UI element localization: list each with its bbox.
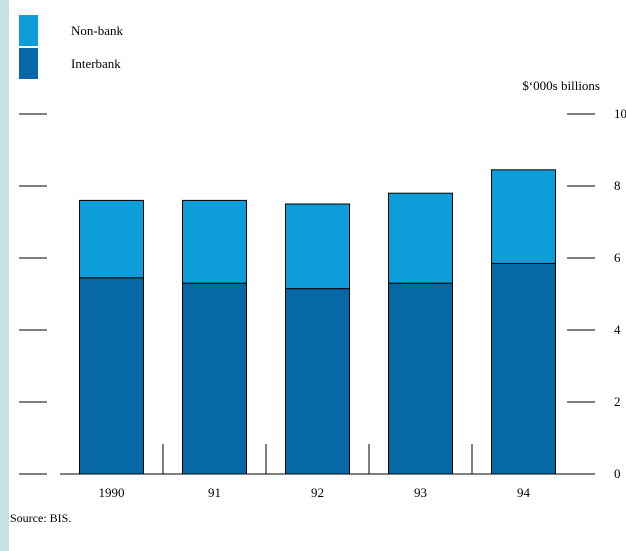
bar-interbank-92 <box>285 288 350 475</box>
category-separators <box>60 444 567 475</box>
bar-interbank-94 <box>491 262 556 475</box>
x-tick-label: 92 <box>311 485 324 500</box>
legend-swatch-interbank <box>19 48 38 79</box>
x-tick-label: 93 <box>414 485 427 500</box>
legend: Non-bank Interbank <box>19 15 123 79</box>
y-tick-label: 2 <box>614 394 621 409</box>
right-axis: 0 2 4 6 8 10 <box>567 106 626 481</box>
y-tick-label: 6 <box>614 250 621 265</box>
y-tick-label: 10 <box>614 106 626 121</box>
legend-swatch-non-bank <box>19 15 38 46</box>
bar-non-bank-1990 <box>79 199 144 279</box>
bar-interbank-91 <box>182 282 247 475</box>
x-tick-label: 91 <box>208 485 221 500</box>
bar-interbank-1990 <box>79 277 144 475</box>
legend-label-non-bank: Non-bank <box>71 23 123 38</box>
left-axis-ticks <box>19 113 47 475</box>
bar-non-bank-93 <box>388 192 453 284</box>
bars <box>79 169 556 475</box>
left-border-stripe <box>0 0 9 551</box>
bar-non-bank-94 <box>491 169 556 264</box>
unit-label: $‘000s billions <box>522 78 600 93</box>
bar-non-bank-92 <box>285 203 350 290</box>
y-tick-label: 0 <box>614 466 621 481</box>
bar-interbank-93 <box>388 282 453 475</box>
y-tick-label: 8 <box>614 178 621 193</box>
x-tick-label: 1990 <box>99 485 125 500</box>
source-note: Source: BIS. <box>10 511 72 525</box>
y-tick-label: 4 <box>614 322 621 337</box>
bar-non-bank-91 <box>182 199 247 284</box>
legend-label-interbank: Interbank <box>71 56 121 71</box>
x-tick-label: 94 <box>517 485 531 500</box>
x-axis-labels: 1990 91 92 93 94 <box>99 485 531 500</box>
